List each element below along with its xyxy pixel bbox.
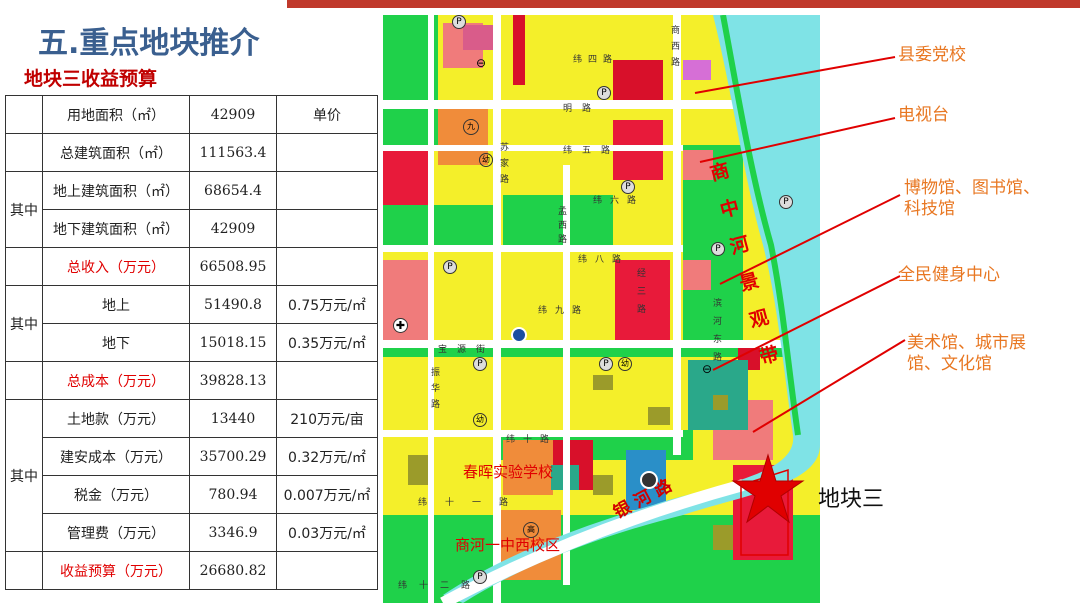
parking-icon: P xyxy=(621,180,635,194)
row-label: 总建筑面积（㎡） xyxy=(42,133,190,172)
land-use-map: 纬四路 明路 纬五路 纬六路 纬八路 纬九路 宝源街 纬十路 纬十一路 纬十二路… xyxy=(383,15,820,603)
road-label-zhenhua: 振华路 xyxy=(431,368,441,410)
road-label-ming: 明路 xyxy=(563,104,602,114)
annotation-party-school: 县委党校 xyxy=(898,45,966,65)
road-label-mengxi: 孟西路 xyxy=(558,207,568,245)
row-value: 111563.4 xyxy=(189,133,277,172)
row-label: 建安成本（万元） xyxy=(42,437,190,476)
table-row: 收益预算（万元） 26680.82 xyxy=(5,551,378,590)
group-cell xyxy=(5,361,43,400)
table-row: 地下 15018.15 0.35万元/㎡ xyxy=(6,323,378,362)
high-school-icon: 高 xyxy=(523,522,539,538)
map-graphic xyxy=(383,15,820,603)
bus-station-icon xyxy=(511,327,527,343)
row-label: 管理费（万元） xyxy=(42,513,190,552)
parking-icon: P xyxy=(443,260,457,274)
parking-icon: P xyxy=(597,86,611,100)
row-label: 税金（万元） xyxy=(42,475,190,514)
school-label-chunhui: 春晖实验学校 xyxy=(463,463,554,481)
road-label-shangxi: 商西路 xyxy=(671,26,681,68)
road-label-wei6: 纬六路 xyxy=(593,196,645,206)
table-row: 其中 地上建筑面积（㎡） 68654.4 xyxy=(5,171,378,248)
row-unit xyxy=(276,361,378,400)
row-unit: 单价 xyxy=(276,95,378,134)
facility-icon: ⊖ xyxy=(475,56,487,70)
row-unit xyxy=(276,247,378,286)
row-value: 13440 xyxy=(189,399,277,438)
kindergarten-icon: 幼 xyxy=(473,413,487,427)
row-label: 地上 xyxy=(42,285,190,324)
road-label-wei11: 纬十一路 xyxy=(418,498,527,508)
stadium-icon xyxy=(640,471,658,489)
budget-table: 用地面积（㎡） 42909 单价 总建筑面积（㎡） 111563.4 其中 地上… xyxy=(5,95,378,590)
row-unit xyxy=(276,133,378,172)
road-label-suijia: 苏家路 xyxy=(500,143,510,185)
annotation-tv-station: 电视台 xyxy=(898,105,949,125)
school-nine-icon: 九 xyxy=(463,119,479,135)
annotation-art-gallery: 美术馆、城市展馆、文化馆 xyxy=(907,333,1026,374)
row-label: 地上建筑面积（㎡） xyxy=(42,171,190,210)
row-value: 51490.8 xyxy=(189,285,277,324)
parking-icon: P xyxy=(711,242,725,256)
row-label: 地下 xyxy=(42,323,190,362)
row-value: 780.94 xyxy=(189,475,277,514)
road-label-wei8: 纬八路 xyxy=(578,255,630,265)
road-label-wei9: 纬九路 xyxy=(538,306,590,316)
section-subtitle: 地块三收益预算 xyxy=(24,68,158,90)
table-row: 其中 土地款（万元） 13440 210万元/亩 xyxy=(5,399,378,552)
row-unit: 210万元/亩 xyxy=(276,399,378,438)
row-unit: 0.32万元/㎡ xyxy=(276,437,378,476)
annotation-museum-library: 博物馆、图书馆、科技馆 xyxy=(904,178,1040,219)
facility-icon: ⊖ xyxy=(701,362,713,376)
parking-icon: P xyxy=(599,357,613,371)
row-value: 39828.13 xyxy=(189,361,277,400)
table-row: 总建筑面积（㎡） 111563.4 xyxy=(5,133,378,172)
table-row: 其中 地上 51490.8 0.75万元/㎡ xyxy=(5,285,378,362)
row-unit xyxy=(276,171,378,210)
road-label-wei12: 纬十二路 xyxy=(398,581,483,591)
row-unit xyxy=(276,551,378,590)
table-row: 建安成本（万元） 35700.29 0.32万元/㎡ xyxy=(6,437,378,476)
table-row: 总收入（万元） 66508.95 xyxy=(5,247,378,286)
road-label-baoyuan: 宝源街 xyxy=(438,345,496,355)
row-label: 收益预算（万元） xyxy=(42,551,190,590)
row-unit: 0.03万元/㎡ xyxy=(276,513,378,552)
group-cell xyxy=(5,133,43,172)
row-value: 3346.9 xyxy=(189,513,277,552)
row-value: 68654.4 xyxy=(189,171,277,210)
row-unit: 0.75万元/㎡ xyxy=(276,285,378,324)
group-cell xyxy=(5,551,43,590)
road-label-binhe: 滨河东路 xyxy=(713,299,723,363)
row-unit: 0.007万元/㎡ xyxy=(276,475,378,514)
road-label-wei10: 纬十路 xyxy=(506,435,558,445)
table-row: 税金（万元） 780.94 0.007万元/㎡ xyxy=(6,475,378,514)
annotation-fitness-center: 全民健身中心 xyxy=(898,265,1000,285)
parking-icon: P xyxy=(473,357,487,371)
kindergarten-icon: 幼 xyxy=(479,153,493,167)
page-title: 五.重点地块推介 xyxy=(38,26,260,61)
road-label-jing3: 经三路 xyxy=(637,269,647,315)
road-label-wei5: 纬五路 xyxy=(563,146,621,156)
parking-icon: P xyxy=(473,570,487,584)
row-value: 35700.29 xyxy=(189,437,277,476)
group-cell: 其中 xyxy=(5,171,43,248)
parking-icon: P xyxy=(779,195,793,209)
parking-icon: P xyxy=(452,15,466,29)
top-accent-bar xyxy=(287,0,1080,8)
row-label: 土地款（万元） xyxy=(42,399,190,438)
plot-three-label: 地块三 xyxy=(818,487,885,512)
group-cell: 其中 xyxy=(5,285,43,362)
road-label-wei4: 纬四路 xyxy=(573,55,619,65)
table-row: 地下建筑面积（㎡） 42909 xyxy=(6,209,378,248)
kindergarten-icon: 幼 xyxy=(618,357,632,371)
row-value: 42909 xyxy=(189,95,277,134)
table-row: 管理费（万元） 3346.9 0.03万元/㎡ xyxy=(6,513,378,552)
school-label-shanghe: 商河一中西校区 xyxy=(455,536,561,554)
row-unit: 0.35万元/㎡ xyxy=(276,323,378,362)
table-row: 总成本（万元） 39828.13 xyxy=(5,361,378,400)
table-row: 用地面积（㎡） 42909 单价 xyxy=(5,95,378,134)
row-value: 26680.82 xyxy=(189,551,277,590)
hospital-icon: ✚ xyxy=(393,318,408,333)
